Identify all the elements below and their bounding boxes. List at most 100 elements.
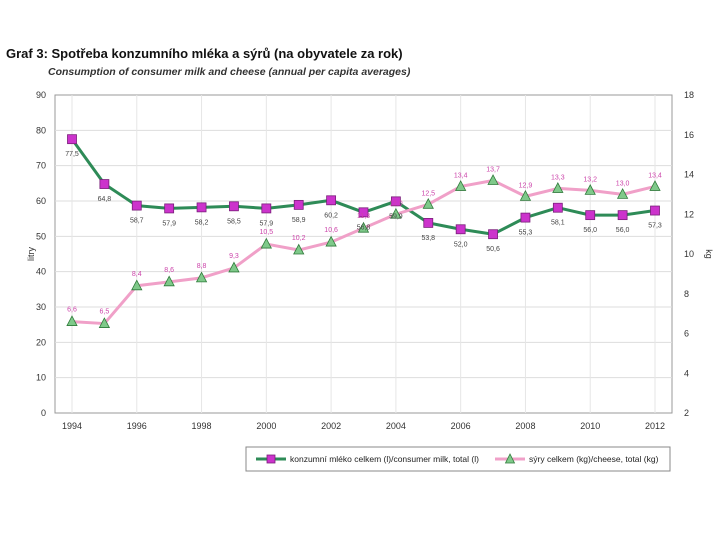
cheese-point [422, 197, 434, 209]
point-labels: 77,5 64,8 58,7 57,9 58,2 58,5 57,9 58,9 60,2 56,8… [65, 151, 662, 315]
milk-data-label: 50,6 [486, 246, 500, 253]
cheese-point [616, 188, 629, 199]
y2-tick-label: 4 [684, 368, 689, 378]
milk-data-label: 53,8 [421, 235, 435, 242]
milk-point [455, 224, 466, 235]
cheese-point [519, 190, 532, 201]
cheese-data-label: 8,4 [132, 271, 142, 278]
milk-point [261, 203, 272, 214]
cheese-point [293, 243, 305, 255]
legend-box [245, 446, 671, 472]
x-tick-label: 1998 [192, 421, 212, 431]
milk-point [293, 199, 304, 210]
milk-point [67, 134, 77, 145]
milk-data-label: 56,0 [583, 227, 597, 234]
milk-point [229, 201, 239, 212]
y-tick-label: 10 [36, 373, 46, 383]
cheese-data-label: 12,9 [519, 182, 533, 189]
y2-tick-label: 14 [684, 170, 694, 180]
y2-tick-label: 2 [684, 408, 689, 418]
cheese-point [66, 315, 78, 326]
x-tick-label: 2006 [451, 421, 471, 431]
milk-point [131, 200, 142, 211]
cheese-data-label: 9,3 [229, 253, 239, 260]
legend: konzumní mléko celkem (l)/consumer milk,… [245, 446, 671, 472]
milk-point [617, 210, 628, 221]
x-tick-label: 2012 [645, 421, 665, 431]
cheese-data-label: 13,4 [454, 172, 468, 179]
cheese-data-label: 13,3 [551, 174, 565, 181]
cheese-data-label: 12,0 [389, 200, 403, 207]
cheese-point [584, 184, 596, 195]
milk-point [99, 179, 110, 189]
cheese-data-label: 10,6 [324, 227, 338, 234]
cheese-point [98, 317, 111, 328]
x-tick-label: 2004 [386, 421, 406, 431]
milk-data-label: 59,9 [389, 213, 403, 220]
cheese-data-label: 13,0 [616, 180, 630, 187]
legend-cheese-label: sýry celkem (kg)/cheese, total (kg) [529, 454, 659, 464]
cheese-data-label: 8,8 [197, 263, 207, 270]
milk-point [585, 210, 596, 221]
milk-point [390, 196, 401, 207]
y2-tick-label: 6 [684, 329, 689, 339]
cheese-data-label: 6,5 [100, 309, 110, 316]
y-tick-label: 60 [36, 196, 46, 206]
cheese-data-label: 8,6 [164, 267, 174, 274]
x-tick-label: 2002 [321, 421, 341, 431]
y2-tick-label: 16 [684, 130, 694, 140]
milk-point [423, 218, 434, 228]
cheese-data-label: 13,7 [486, 166, 500, 173]
cheese-data-label: 13,2 [583, 176, 597, 183]
plot-area [54, 94, 673, 414]
milk-point [520, 212, 531, 223]
y2-tick-label: 8 [684, 289, 689, 299]
milk-data-label: 64,8 [98, 196, 112, 203]
milk-data-label: 58,7 [130, 218, 144, 225]
axes: 0 10 20 30 40 50 60 70 80 90 2 4 6 8 10 12 14 16 18 1994 199… [26, 90, 714, 431]
markers [66, 134, 661, 328]
cheese-point [455, 180, 467, 191]
milk-data-label: 58,1 [551, 220, 565, 227]
cheese-data-label: 13,4 [648, 172, 662, 179]
cheese-point [552, 182, 564, 193]
cheese-data-label: 12,5 [421, 190, 435, 197]
chart-title: Graf 3: Spotřeba konzumního mléka a sýrů… [6, 46, 403, 61]
x-tick-label: 2008 [515, 421, 535, 431]
cheese-point [357, 221, 370, 233]
milk-data-label: 56,0 [616, 227, 630, 234]
y-tick-label: 80 [36, 125, 46, 135]
milk-point [326, 195, 337, 206]
cheese-point [487, 174, 499, 185]
y-tick-label: 50 [36, 231, 46, 241]
x-tick-label: 2010 [580, 421, 600, 431]
milk-data-label: 55,3 [519, 230, 533, 237]
x-tick-label: 1994 [62, 421, 82, 431]
cheese-point [325, 235, 337, 247]
y-axis-label: litry [26, 247, 36, 261]
cheese-data-label: 6,6 [67, 307, 77, 314]
legend-cheese-marker [504, 453, 516, 464]
milk-point [358, 207, 369, 218]
cheese-point [390, 207, 402, 219]
milk-data-label: 60,2 [324, 212, 338, 219]
x-tick-label: 2000 [256, 421, 276, 431]
milk-data-label: 57,9 [162, 220, 176, 227]
y2-axis-label: kg [704, 249, 714, 259]
legend-milk-marker [266, 454, 276, 464]
milk-data-label: 52,0 [454, 241, 468, 248]
milk-data-label: 58,2 [195, 219, 209, 226]
y-tick-label: 90 [36, 90, 46, 100]
milk-point [552, 202, 563, 213]
milk-data-label: 56,8 [357, 224, 371, 231]
cheese-data-label: 11,3 [357, 213, 370, 220]
milk-point [164, 203, 175, 214]
y-tick-label: 70 [36, 161, 46, 171]
legend-milk-label: konzumní mléko celkem (l)/consumer milk,… [290, 454, 479, 464]
milk-data-label: 77,5 [65, 151, 79, 158]
y-tick-label: 0 [41, 408, 46, 418]
gridlines [55, 95, 672, 413]
y-tick-label: 20 [36, 337, 46, 347]
x-tick-label: 1996 [127, 421, 147, 431]
